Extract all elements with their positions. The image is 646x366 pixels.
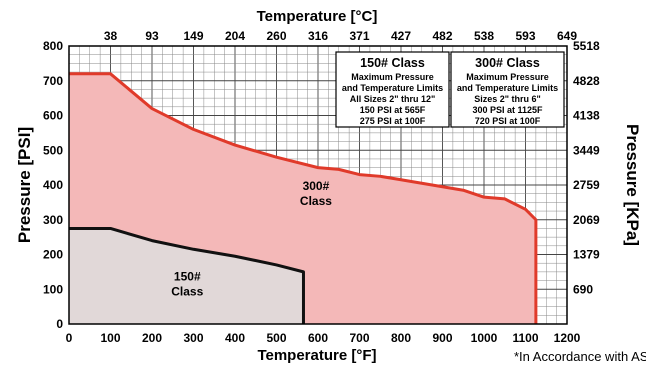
area-layer (69, 73, 536, 324)
y-tick-label: 400 (43, 178, 63, 192)
top-tick-label: 93 (145, 29, 159, 43)
x-tick-label: 200 (142, 331, 162, 345)
line-layer (69, 72, 538, 324)
footnote: *In Accordance with AS (514, 349, 646, 364)
info-box (335, 51, 450, 128)
info-box-line: 300 PSI at 1125F (472, 105, 543, 115)
y-tick-label: 600 (43, 109, 63, 123)
x-axis-title: Temperature [°F] (257, 347, 376, 364)
top-axis-title: Temperature [°C] (257, 8, 378, 25)
info-box-line: All Sizes 2" thru 12" (350, 94, 436, 104)
region-label: 300# (303, 179, 330, 193)
info-box-heading: 300# Class (475, 56, 540, 70)
top-tick-label: 482 (432, 29, 452, 43)
y-tick-label: 700 (43, 74, 63, 88)
x-tick-label: 400 (225, 331, 245, 345)
top-tick-label: 316 (308, 29, 328, 43)
x-tick-label: 1000 (471, 331, 498, 345)
y-tick-label: 800 (43, 39, 63, 53)
right-tick-label: 5518 (573, 39, 600, 53)
x-tick-label: 100 (100, 331, 120, 345)
top-tick-label: 149 (183, 29, 203, 43)
right-tick-label: 1379 (573, 248, 600, 262)
series-line-150-class (69, 226, 305, 324)
top-tick-label: 593 (515, 29, 535, 43)
top-tick-label: 204 (225, 29, 245, 43)
region-label: 150# (174, 270, 201, 284)
right-tick-label: 4138 (573, 109, 600, 123)
right-tick-label: 4828 (573, 74, 600, 88)
series-line-300-class (69, 72, 538, 324)
right-tick-label: 2069 (573, 213, 600, 227)
info-box-line: and Temperature Limits (457, 83, 558, 93)
info-box-line: and Temperature Limits (342, 83, 443, 93)
y-tick-label: 100 (43, 282, 63, 296)
y-tick-label: 300 (43, 213, 63, 227)
right-tick-label: 3449 (573, 143, 600, 157)
region-label: Class (300, 194, 332, 208)
info-box-line: Maximum Pressure (466, 72, 549, 82)
info-box-line: 275 PSI at 100F (360, 116, 426, 126)
info-box-line: 720 PSI at 100F (475, 116, 541, 126)
top-tick-label: 371 (349, 29, 369, 43)
info-box-line: 150 PSI at 565F (360, 105, 426, 115)
x-tick-label: 800 (391, 331, 411, 345)
top-tick-label: 38 (104, 29, 118, 43)
x-tick-label: 0 (66, 331, 73, 345)
y-tick-label: 0 (56, 317, 63, 331)
right-tick-label: 2759 (573, 178, 600, 192)
area-150-class (69, 228, 304, 324)
info-box-heading: 150# Class (360, 56, 425, 70)
right-axis-title: Pressure [KPa] (623, 124, 642, 246)
x-tick-label: 600 (308, 331, 328, 345)
y-tick-label: 200 (43, 248, 63, 262)
top-tick-label: 649 (557, 29, 577, 43)
top-tick-label: 427 (391, 29, 411, 43)
region-label: Class (171, 285, 203, 299)
y-axis-title: Pressure [PSI] (15, 127, 34, 243)
top-tick-label: 260 (266, 29, 286, 43)
x-tick-label: 1100 (512, 331, 538, 345)
info-box (450, 51, 565, 128)
x-tick-label: 300 (183, 331, 203, 345)
x-tick-label: 1200 (554, 331, 581, 345)
info-box-line: Sizes 2" thru 6" (474, 94, 541, 104)
x-tick-label: 700 (349, 331, 369, 345)
plot-frame (68, 45, 568, 325)
x-tick-label: 900 (432, 331, 452, 345)
tick-labels: 0 100 200 300 400 500 600 700 800 900 1000 1100 1200… (43, 29, 600, 345)
info-box-line: Maximum Pressure (351, 72, 434, 82)
x-tick-label: 500 (266, 331, 286, 345)
top-tick-label: 538 (474, 29, 494, 43)
y-tick-label: 500 (43, 143, 63, 157)
right-tick-label: 690 (573, 282, 593, 296)
